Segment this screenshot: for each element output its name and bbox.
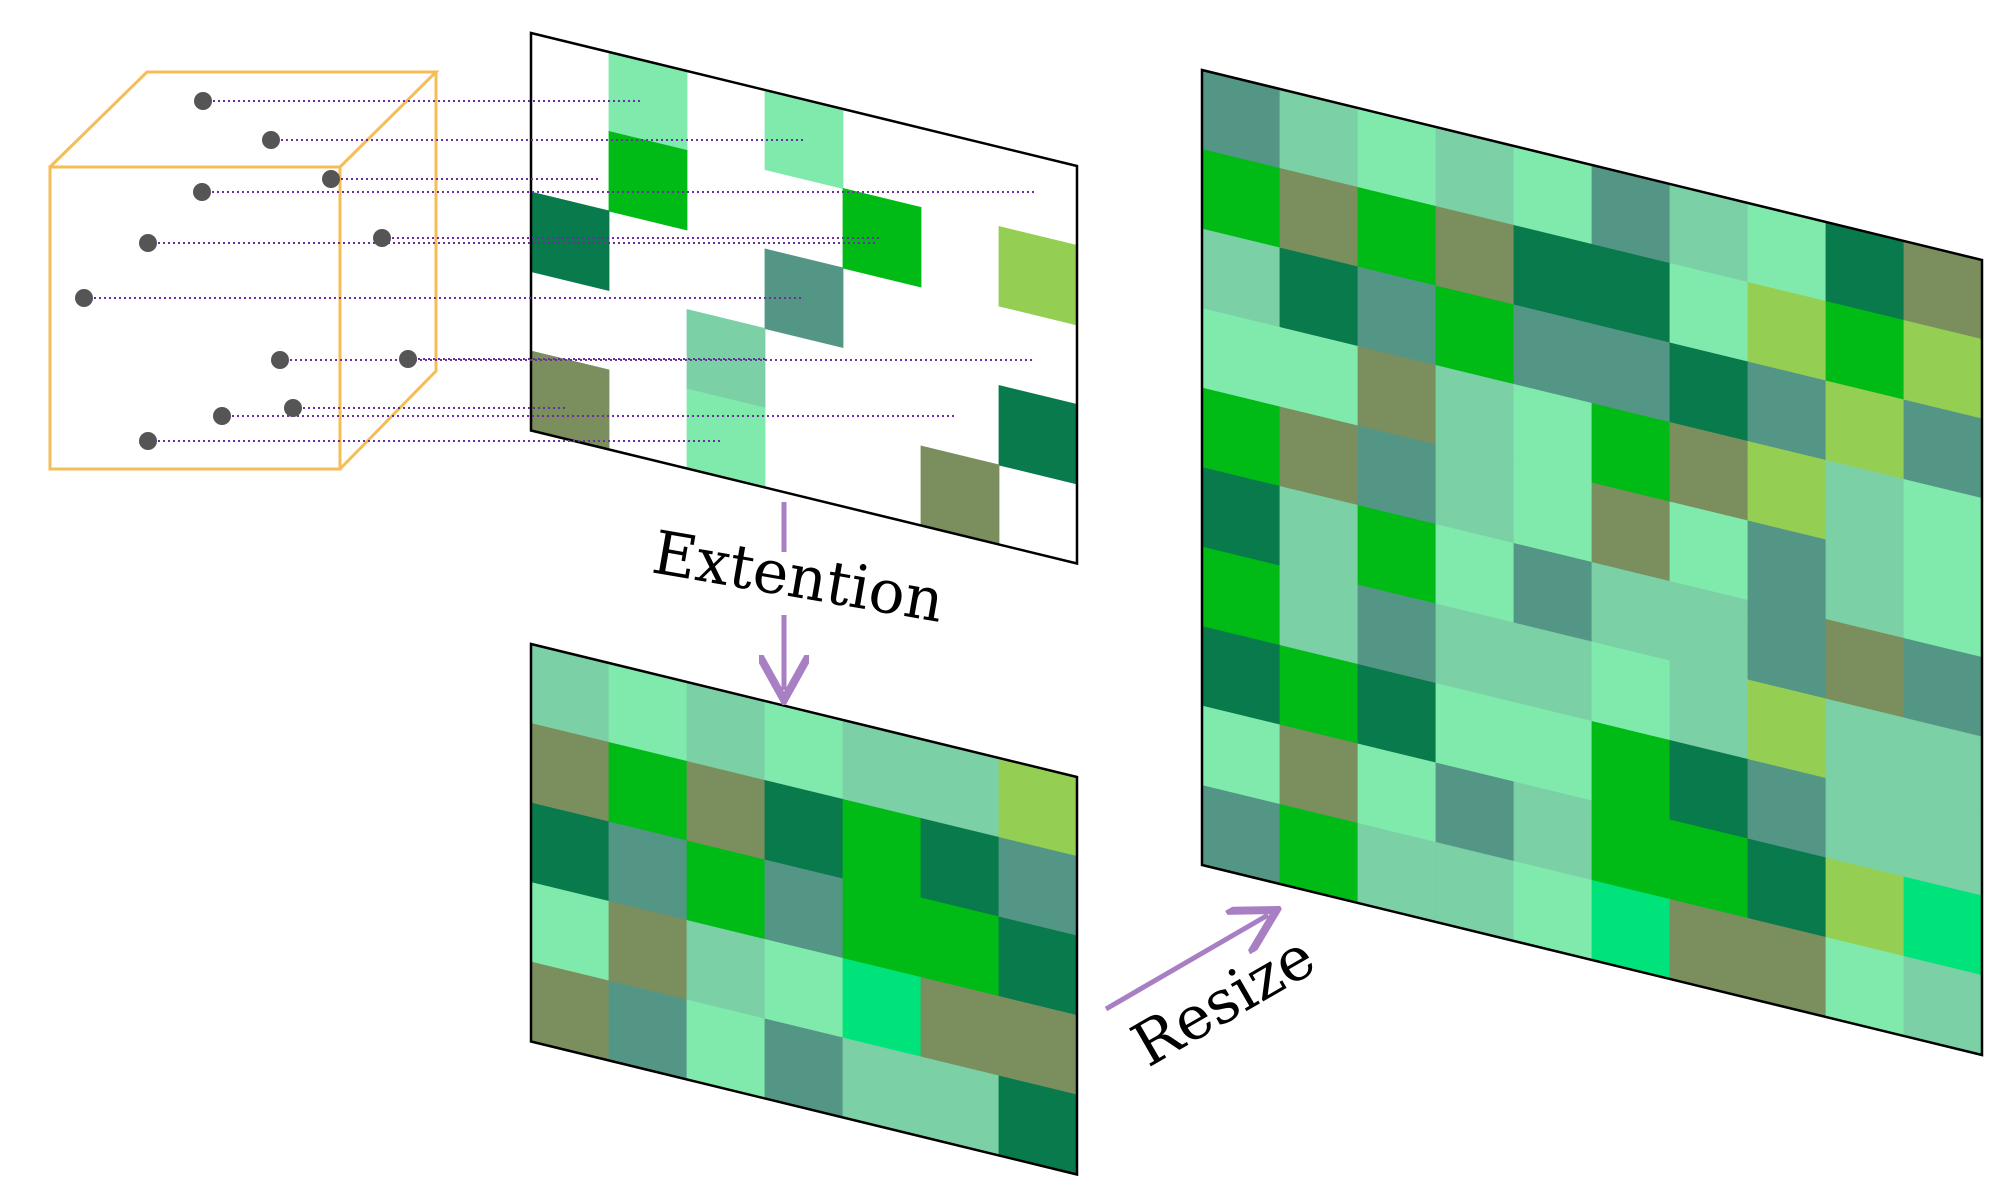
sparse-grid-cell — [764, 248, 844, 349]
point — [399, 350, 417, 368]
point — [271, 351, 289, 369]
sparse-grid-cell — [608, 130, 688, 231]
point — [139, 432, 157, 450]
point — [194, 92, 212, 110]
extended-grid — [529, 642, 1079, 1177]
sparse-grid-cell — [998, 384, 1078, 485]
point-cloud-cube — [48, 70, 440, 471]
extension-label: Extention — [647, 518, 949, 637]
point-cloud-points — [75, 92, 417, 450]
cube-top-edges — [48, 70, 440, 169]
resized-grid-border — [1200, 68, 1984, 1057]
cube-front-face — [48, 165, 342, 471]
point — [193, 183, 211, 201]
sparse-grid — [529, 31, 1079, 566]
point — [262, 131, 280, 149]
resize-label: Resize — [1121, 921, 1327, 1081]
sparse-grid-cell — [998, 225, 1078, 326]
resized-grid — [1200, 68, 1984, 1057]
point — [75, 289, 93, 307]
sparse-grid-cell — [530, 350, 610, 451]
point — [373, 229, 391, 247]
sparse-grid-cell — [530, 191, 610, 292]
sparse-grid-cell — [842, 187, 922, 288]
point — [213, 407, 231, 425]
sparse-grid-cell — [920, 445, 1000, 546]
point — [139, 234, 157, 252]
cube-side-edges — [338, 72, 438, 471]
point — [322, 170, 340, 188]
extended-grid-border — [529, 642, 1079, 1177]
point — [284, 399, 302, 417]
resize-arrow — [1104, 915, 1268, 1012]
